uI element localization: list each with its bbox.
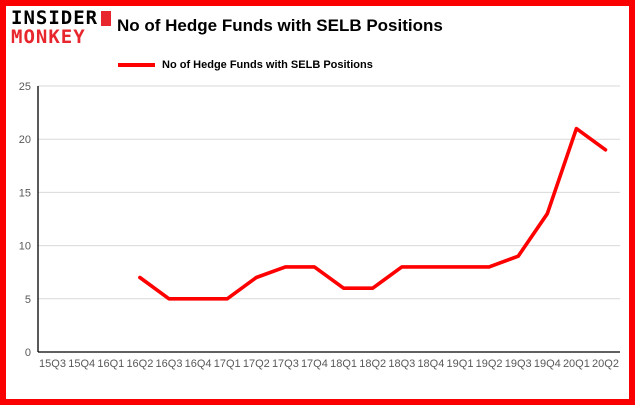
x-axis-tick-label: 17Q3 [272, 358, 299, 370]
logo-monkey-text: MONKEY [11, 26, 86, 49]
y-axis-tick-label: 20 [19, 134, 31, 146]
x-axis-tick-label: 18Q3 [388, 358, 415, 370]
legend-line-swatch [118, 63, 155, 67]
x-axis-tick-label: 20Q2 [592, 358, 619, 370]
x-axis-tick-label: 17Q2 [243, 358, 270, 370]
x-axis-tick-label: 19Q1 [447, 358, 474, 370]
chart-title: No of Hedge Funds with SELB Positions [117, 16, 443, 35]
x-axis-tick-label: 19Q2 [476, 358, 503, 370]
logo-cursor-block-icon [101, 11, 112, 27]
x-axis-tick-label: 18Q4 [417, 358, 444, 370]
x-axis-tick-label: 17Q1 [214, 358, 241, 370]
x-axis-tick-label: 20Q1 [563, 358, 590, 370]
y-axis-tick-label: 15 [19, 187, 31, 199]
x-axis-tick-label: 16Q3 [156, 358, 183, 370]
x-axis-tick-label: 15Q3 [39, 358, 66, 370]
x-axis-tick-label: 19Q4 [534, 358, 561, 370]
x-axis-tick-label: 18Q1 [330, 358, 357, 370]
y-axis-tick-label: 10 [19, 241, 31, 253]
y-axis-tick-label: 0 [25, 347, 31, 359]
x-axis-tick-label: 17Q4 [301, 358, 328, 370]
x-axis-tick-label: 16Q4 [185, 358, 212, 370]
logo-insider-word: INSIDER [11, 7, 99, 29]
series-line [138, 126, 608, 301]
y-axis-tick-label: 5 [25, 294, 31, 306]
y-axis-tick-label: 25 [19, 81, 31, 93]
x-axis-tick-label: 15Q4 [68, 358, 95, 370]
legend-label: No of Hedge Funds with SELB Positions [162, 59, 373, 71]
x-axis-tick-label: 18Q2 [359, 358, 386, 370]
x-axis-tick-label: 19Q3 [505, 358, 532, 370]
x-axis-tick-label: 16Q2 [126, 358, 153, 370]
x-axis-tick-label: 16Q1 [97, 358, 124, 370]
logo-insider-text: INSIDER [11, 7, 112, 29]
legend: No of Hedge Funds with SELB Positions [118, 59, 373, 71]
insider-monkey-logo: INSIDER MONKEY [11, 7, 112, 49]
